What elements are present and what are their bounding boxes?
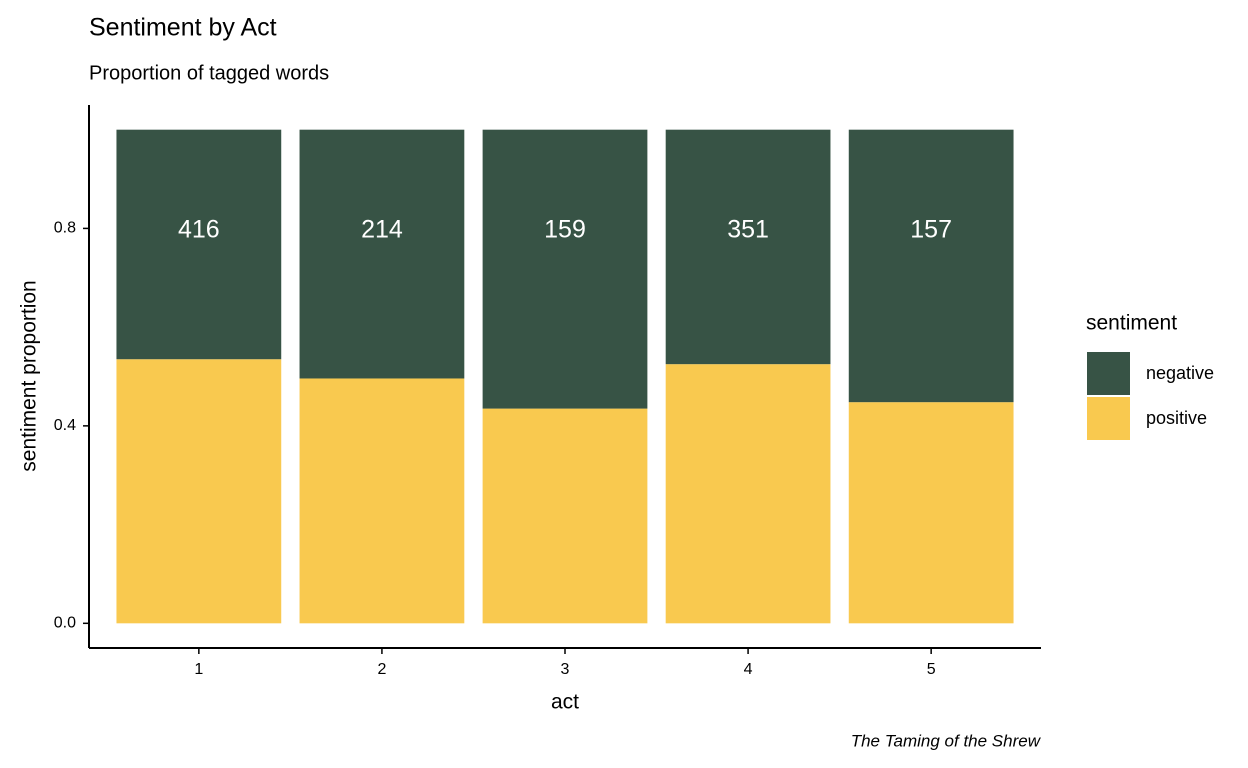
bar-segment: [665, 129, 831, 365]
y-tick-label: 0.8: [54, 220, 76, 237]
bar-label: 214: [361, 215, 403, 243]
caption: The Taming of the Shrew: [851, 731, 1042, 750]
legend-key: [1087, 352, 1130, 395]
bar-segment: [116, 129, 282, 360]
bar-segment: [848, 129, 1014, 403]
legend-label: negative: [1146, 363, 1214, 383]
y-tick-label: 0.0: [54, 615, 76, 632]
bar-label: 351: [727, 215, 769, 243]
bar-label: 416: [178, 215, 220, 243]
x-axis-title: act: [551, 691, 579, 714]
bar-segment: [299, 129, 465, 379]
bar-segment: [299, 378, 465, 624]
x-tick-label: 5: [927, 661, 936, 678]
x-tick-label: 3: [561, 661, 570, 678]
bar-segment: [848, 402, 1014, 624]
x-tick-label: 2: [377, 661, 386, 678]
legend-key: [1087, 397, 1130, 440]
bar-segment: [482, 129, 648, 409]
chart-subtitle: Proportion of tagged words: [89, 62, 329, 84]
x-tick-label: 4: [744, 661, 753, 678]
bar-segment: [482, 408, 648, 624]
chart-title: Sentiment by Act: [89, 14, 277, 42]
bar-label: 157: [910, 215, 952, 243]
y-axis-title: sentiment proportion: [18, 280, 41, 471]
y-tick-label: 0.4: [54, 417, 76, 434]
x-tick-label: 1: [194, 661, 203, 678]
bar-segment: [116, 359, 282, 624]
legend-label: positive: [1146, 408, 1207, 428]
legend-title: sentiment: [1086, 312, 1177, 335]
bar-label: 159: [544, 215, 586, 243]
bar-segment: [665, 364, 831, 624]
